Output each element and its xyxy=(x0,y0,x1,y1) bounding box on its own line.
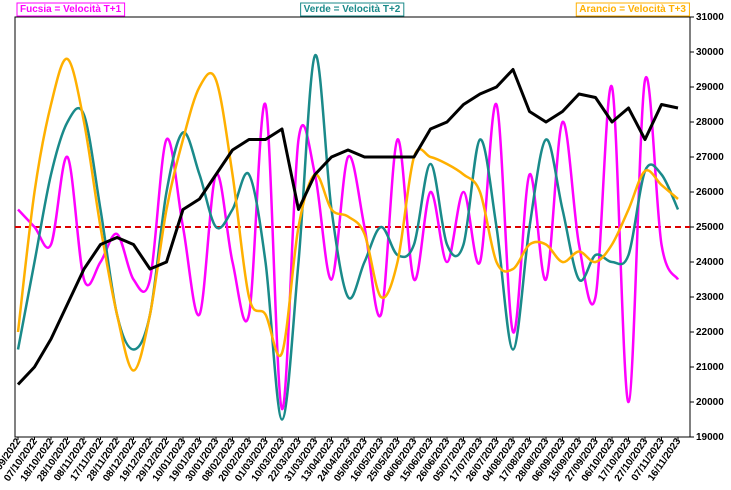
y-tick-label: 24000 xyxy=(696,257,724,268)
series-line xyxy=(17,75,680,411)
y-tick-label: 28000 xyxy=(696,117,724,128)
y-tick-label: 29000 xyxy=(696,82,724,93)
series-line xyxy=(16,54,680,421)
series-line xyxy=(16,57,679,372)
y-tick-label: 21000 xyxy=(696,362,724,373)
y-tick-label: 22000 xyxy=(696,327,724,338)
legend-label: Arancio = Velocità T+3 xyxy=(579,4,686,15)
legend-box xyxy=(575,2,690,17)
y-tick-label: 25000 xyxy=(696,222,724,233)
legend-label: Verde = Velocità T+2 xyxy=(304,4,401,15)
legend-label: Fucsia = Velocità T+1 xyxy=(20,4,122,15)
legend-box xyxy=(300,2,405,17)
y-tick-label: 30000 xyxy=(696,47,724,58)
y-tick-label: 26000 xyxy=(696,187,724,198)
y-tick-label: 23000 xyxy=(696,292,724,303)
series-line xyxy=(16,68,679,386)
y-tick-label: 31000 xyxy=(696,12,724,23)
y-tick-label: 20000 xyxy=(696,397,724,408)
y-tick-label: 19000 xyxy=(696,432,724,443)
legend-box xyxy=(16,2,126,17)
y-tick-label: 27000 xyxy=(696,152,724,163)
